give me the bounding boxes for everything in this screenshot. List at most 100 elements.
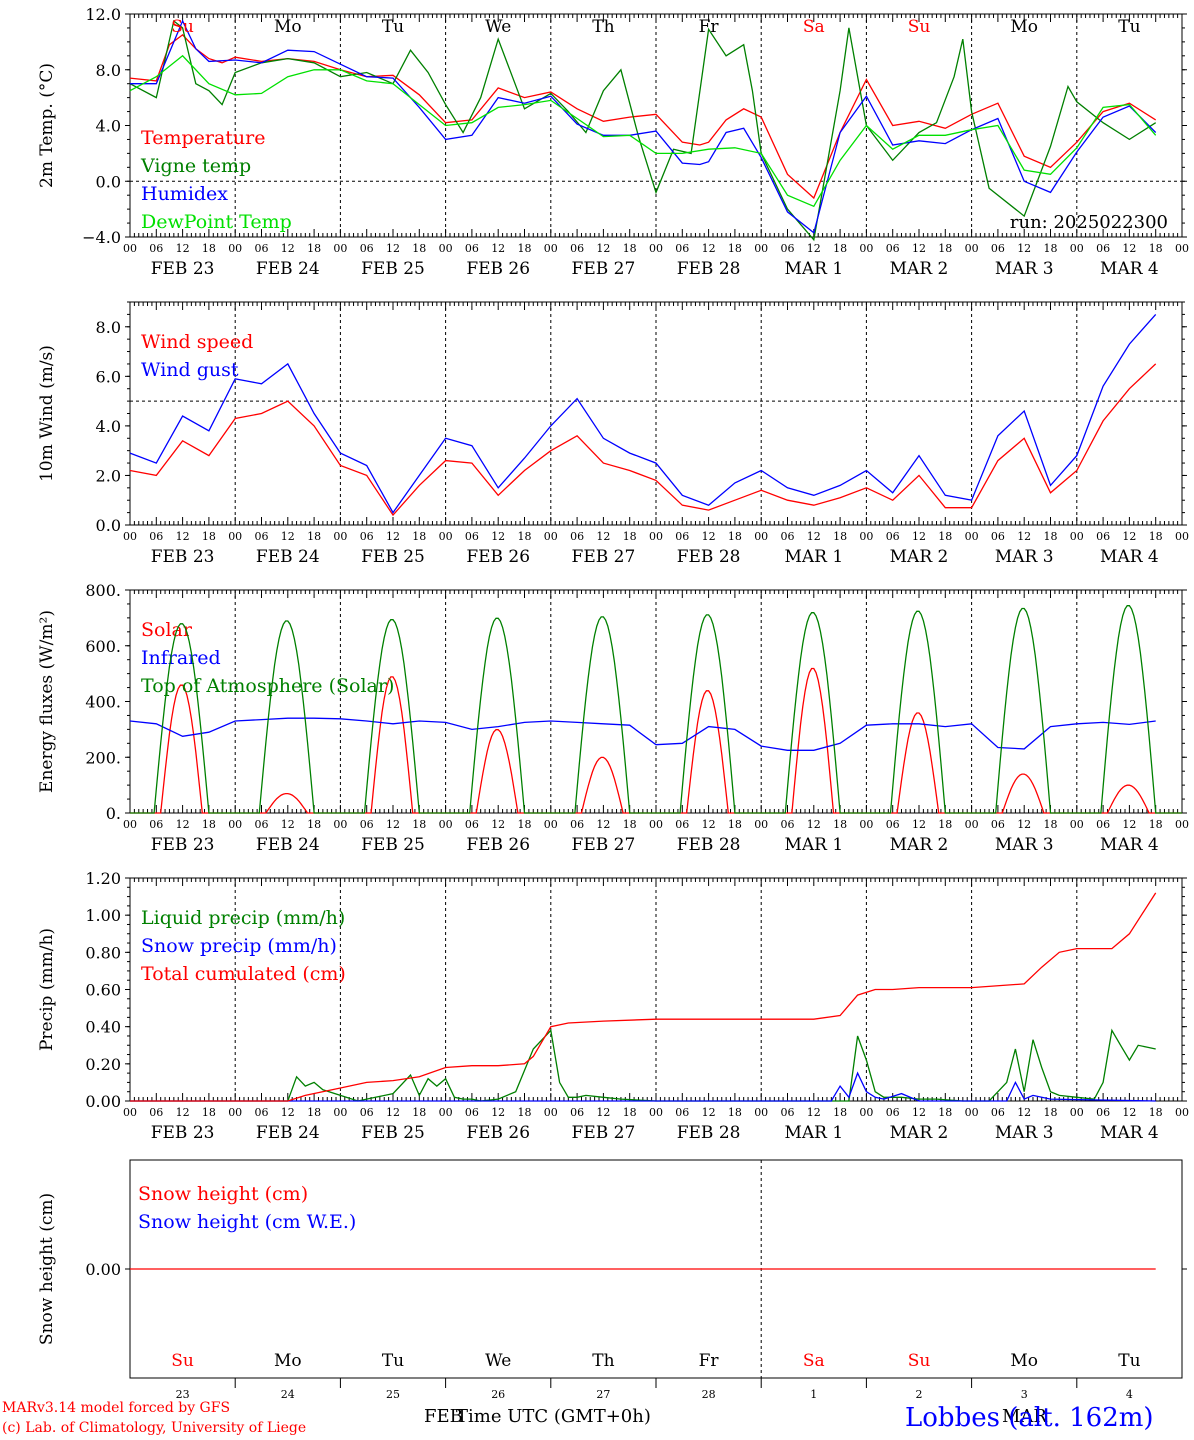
y-tick-label: 0.20	[85, 1055, 121, 1074]
x-tick-label: 00	[649, 242, 663, 255]
x-tick-label: 06	[675, 818, 689, 831]
x-tick-label: 00	[754, 530, 768, 543]
x-tick-label: 12	[281, 530, 295, 543]
x-tick-label: 12	[1017, 530, 1031, 543]
x-tick-label: 00	[859, 1106, 873, 1119]
x-tick-label: 06	[991, 818, 1005, 831]
x-tick-label: 18	[623, 818, 637, 831]
x-tick-label: 18	[833, 818, 847, 831]
x-tick-label: 18	[728, 818, 742, 831]
x-tick-label: 06	[781, 1106, 795, 1119]
x-tick-label: 06	[886, 818, 900, 831]
date-label: FEB 27	[572, 835, 636, 855]
x-tick-label: 12	[596, 1106, 610, 1119]
date-label: FEB 24	[256, 259, 320, 279]
day-label: Tu	[1118, 1351, 1140, 1371]
x-tick-label: 06	[465, 1106, 479, 1119]
date-label: FEB 23	[151, 835, 215, 855]
x-tick-label: 18	[412, 818, 426, 831]
x-tick-label: 12	[1017, 242, 1031, 255]
date-label: MAR 2	[890, 1123, 949, 1143]
day-label: Mo	[274, 17, 302, 37]
x-tick-label: 00	[1175, 818, 1189, 831]
x-tick-label: 12	[702, 818, 716, 831]
x-tick-label: 12	[491, 1106, 505, 1119]
y-tick-label: 12.0	[85, 5, 121, 24]
legend-entry: Temperature	[141, 127, 265, 149]
series-line	[129, 313, 1157, 514]
legend-entry: Liquid precip (mm/h)	[141, 907, 345, 929]
x-tick-label: 18	[1044, 1106, 1058, 1119]
date-label: FEB 23	[151, 547, 215, 567]
x-tick-label: 00	[439, 1106, 453, 1119]
x-tick-label: 18	[412, 242, 426, 255]
x-tick-label: 18	[938, 1106, 952, 1119]
date-label: MAR 1	[784, 259, 843, 279]
x-tick-label: 00	[965, 530, 979, 543]
series-line	[129, 54, 1157, 208]
legend-entry: DewPoint Temp	[141, 211, 292, 233]
x-tick-label: 12	[1017, 1106, 1031, 1119]
x-tick-label: 00	[965, 242, 979, 255]
x-tick-label: 18	[202, 818, 216, 831]
x-tick-label: 00	[1070, 530, 1084, 543]
day-label: Tu	[382, 1351, 404, 1371]
x-tick-label: 12	[176, 818, 190, 831]
x-tick-label: 00	[859, 530, 873, 543]
x-tick-label: 12	[1122, 530, 1136, 543]
x-tick-label: 00	[333, 530, 347, 543]
date-label: MAR 1	[784, 1123, 843, 1143]
date-label: MAR 4	[1100, 547, 1159, 567]
x-tick-label: 18	[623, 1106, 637, 1119]
date-label: MAR 1	[784, 547, 843, 567]
legend-entry: Top of Atmosphere (Solar)	[141, 675, 394, 697]
y-tick-label: 0.40	[85, 1018, 121, 1037]
date-label: FEB 28	[677, 547, 741, 567]
date-label: MAR 1	[784, 835, 843, 855]
x-tick-label: 12	[491, 530, 505, 543]
y-tick-label: 8.0	[96, 318, 121, 337]
x-tick-label: 12	[176, 530, 190, 543]
x-tick-label: 12	[807, 530, 821, 543]
x-tick-label: 12	[596, 818, 610, 831]
date-label: MAR 2	[890, 547, 949, 567]
footer-model: MARv3.14 model forced by GFS	[2, 1400, 231, 1416]
date-label: FEB 24	[256, 547, 320, 567]
y-tick-label: 2.0	[96, 466, 121, 485]
x-tick-label: 18	[833, 1106, 847, 1119]
x-tick-label: 00	[1175, 530, 1189, 543]
x-tick-label: 06	[255, 818, 269, 831]
day-label: Fr	[699, 17, 720, 37]
x-tick-label: 12	[176, 1106, 190, 1119]
date-label: FEB 28	[677, 835, 741, 855]
y-tick-label: −4.0	[82, 228, 121, 247]
x-tick-label: 18	[412, 1106, 426, 1119]
panel-2-frame	[129, 301, 1183, 526]
date-label: MAR 2	[890, 259, 949, 279]
x-tick-label: 00	[544, 1106, 558, 1119]
x-tick-label: 00	[123, 530, 137, 543]
date-label: FEB 25	[361, 1123, 425, 1143]
x-tick-label: 12	[281, 1106, 295, 1119]
x-tick-label: 12	[807, 818, 821, 831]
date-label: MAR 3	[995, 1123, 1054, 1143]
date-number: 28	[702, 1388, 716, 1401]
x-tick-label: 06	[149, 242, 163, 255]
legend-entry: Snow height (cm W.E.)	[138, 1211, 356, 1233]
x-tick-label: 06	[360, 1106, 374, 1119]
x-tick-label: 18	[518, 530, 532, 543]
date-number: 27	[596, 1388, 610, 1401]
date-label: FEB 26	[466, 259, 530, 279]
y-tick-label: 8.0	[96, 61, 121, 80]
date-number: 23	[176, 1388, 190, 1401]
series-line	[130, 1028, 1156, 1102]
x-tick-label: 18	[202, 1106, 216, 1119]
x-tick-label: 00	[754, 242, 768, 255]
x-tick-label: 12	[176, 242, 190, 255]
date-label: FEB 24	[256, 835, 320, 855]
legend-entry: Wind gust	[141, 359, 239, 381]
x-tick-label: 06	[570, 818, 584, 831]
date-label: MAR 4	[1100, 259, 1159, 279]
x-tick-label: 12	[912, 242, 926, 255]
x-tick-label: 00	[228, 1106, 242, 1119]
